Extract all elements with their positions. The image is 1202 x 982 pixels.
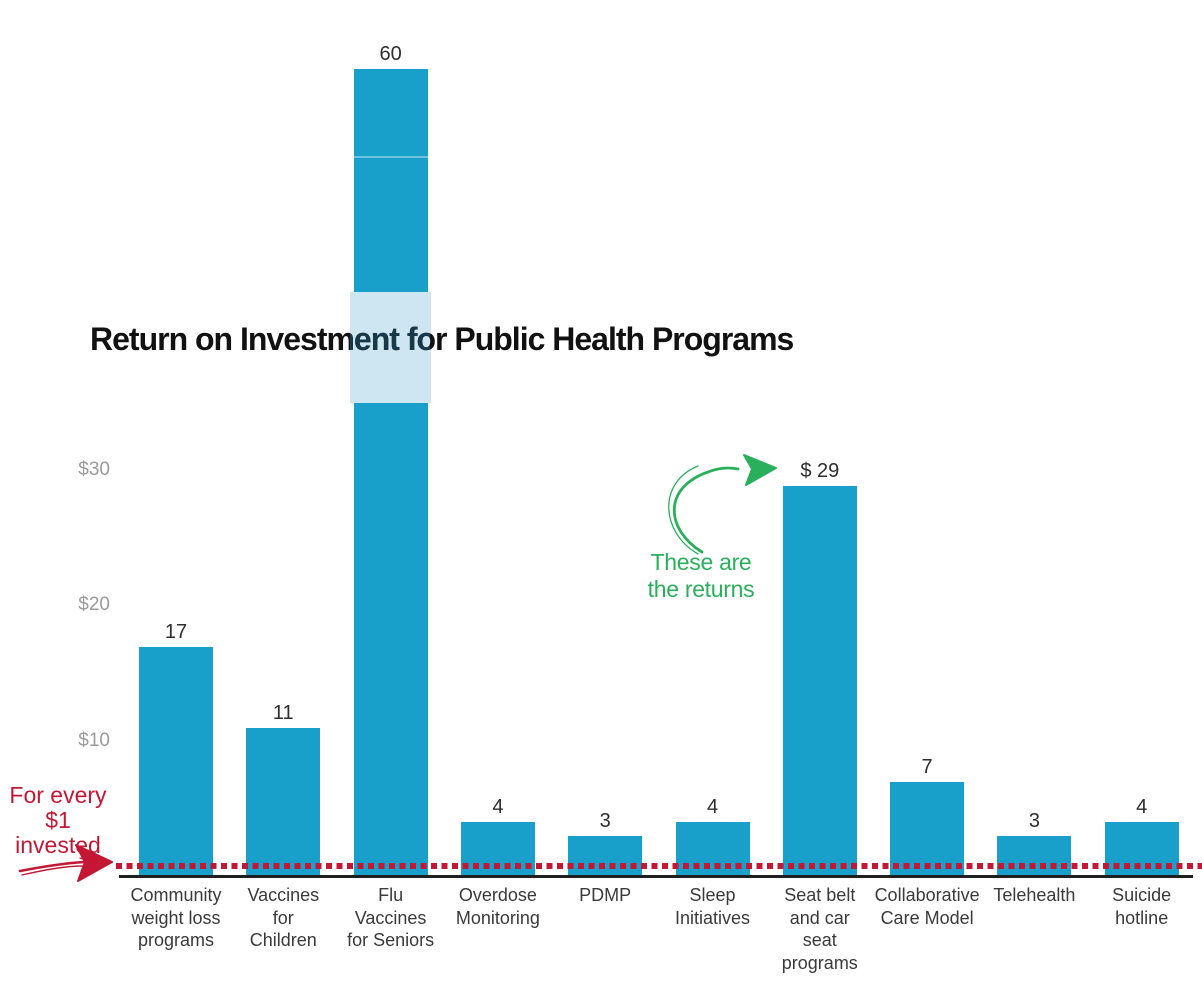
bar-value-label: 4 — [1136, 796, 1148, 819]
category-label: Community weight loss programs — [130, 885, 222, 950]
category-label: PDMP — [579, 885, 632, 905]
bar-value-label: 3 — [1028, 809, 1040, 832]
bar — [353, 69, 428, 876]
category-label: Flu Vaccines for Seniors — [347, 885, 435, 950]
bar-value-label: 4 — [706, 796, 719, 819]
bar — [997, 835, 1072, 876]
category-label: Suicide hotline — [1112, 885, 1172, 928]
bar — [890, 781, 965, 876]
tall-bar-seam-line — [354, 156, 428, 158]
returns-annotation: These are the returns — [625, 549, 777, 603]
bar — [782, 485, 857, 876]
returns-annotation-line: These are — [650, 549, 752, 575]
bar — [139, 647, 213, 876]
returns-annotation-line: the returns — [647, 576, 755, 602]
bar-value-label: $ 29 — [800, 459, 840, 482]
bar-value-label: 60 — [379, 43, 402, 65]
bar-value-label: 17 — [164, 621, 188, 644]
y-axis-tick-label: $20 — [78, 594, 110, 615]
red-arrow-icon — [18, 844, 113, 882]
category-label: Overdose Monitoring — [455, 885, 540, 928]
invested-annotation-line: $1 — [45, 807, 71, 833]
category-label: Collaborative Care Model — [874, 885, 980, 928]
tall-bar-highlight-band — [350, 292, 431, 403]
x-axis-line — [119, 875, 1193, 878]
bar — [568, 835, 643, 876]
y-axis-tick-label: $10 — [78, 730, 110, 751]
invested-annotation-line: For every — [9, 782, 107, 808]
bar-value-label: 4 — [492, 796, 504, 819]
invested-annotation: For every $1 invested — [2, 783, 114, 858]
bar-value-label: 7 — [921, 755, 933, 778]
category-label: Vaccines for Children — [247, 885, 320, 950]
bar — [246, 728, 321, 876]
category-label: Sleep Initiatives — [674, 885, 751, 928]
bar-value-label: 11 — [272, 702, 294, 725]
green-arrow-icon — [668, 454, 777, 555]
category-label: Telehealth — [993, 885, 1076, 905]
bar-value-label: 3 — [599, 809, 611, 832]
chart-title: Return on Investment for Public Health P… — [90, 321, 794, 357]
category-label: Seat belt and car seat programs — [781, 885, 858, 973]
one-dollar-reference-line — [116, 863, 1202, 869]
y-axis-tick-label: $30 — [78, 459, 110, 480]
